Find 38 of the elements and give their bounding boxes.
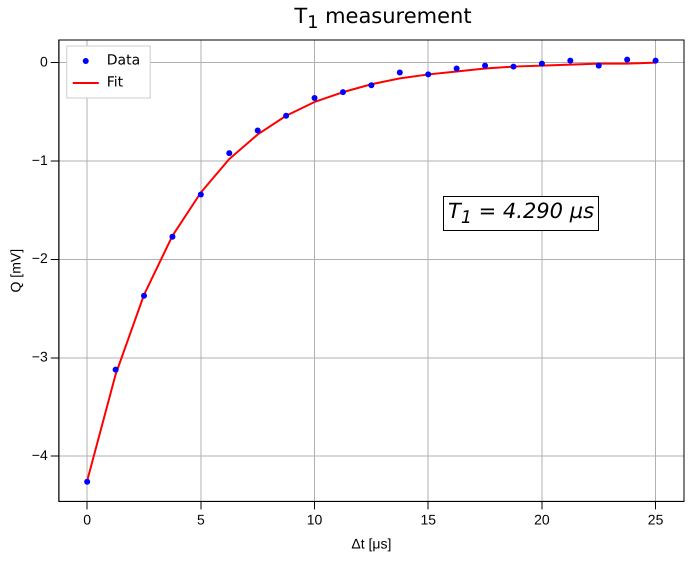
point [198,191,204,198]
point [340,89,346,96]
x-tick-label: 0 [83,512,92,528]
point [254,128,261,134]
point [226,150,232,156]
x-tick-label: 25 [648,512,664,528]
point [652,58,659,64]
point [454,66,460,72]
x-tick-label: 5 [196,512,205,528]
y-tick-label: 0 [40,53,48,70]
point [538,60,545,67]
y-tick-label: −3 [32,348,48,365]
point [396,69,403,76]
point [84,478,90,485]
point [510,64,516,70]
x-axis-title: Δt [μs] [351,535,392,552]
point [169,234,176,240]
x-tick-label: 15 [420,512,436,528]
y-axis-title: Q [mV] [7,248,24,292]
x-tick-label: 10 [306,512,323,528]
point [141,292,148,299]
point [368,82,374,88]
point [596,62,602,69]
legend-label: Fit [106,74,124,91]
point [425,71,432,78]
y-tick-label: −2 [32,250,48,266]
annotation: T$_{1}$ = 4.290 μs [443,196,600,232]
point [624,56,630,63]
point [312,95,318,102]
x-tick-label: 20 [534,512,550,528]
y-tick-label: −4 [32,447,48,464]
point [567,58,574,64]
legend-label: Data [106,52,140,69]
point [482,62,488,69]
y-tick-label: −1 [32,152,48,168]
point [283,112,290,119]
chart-title: T$_{1}$ measurement [293,4,473,34]
point [112,366,119,373]
